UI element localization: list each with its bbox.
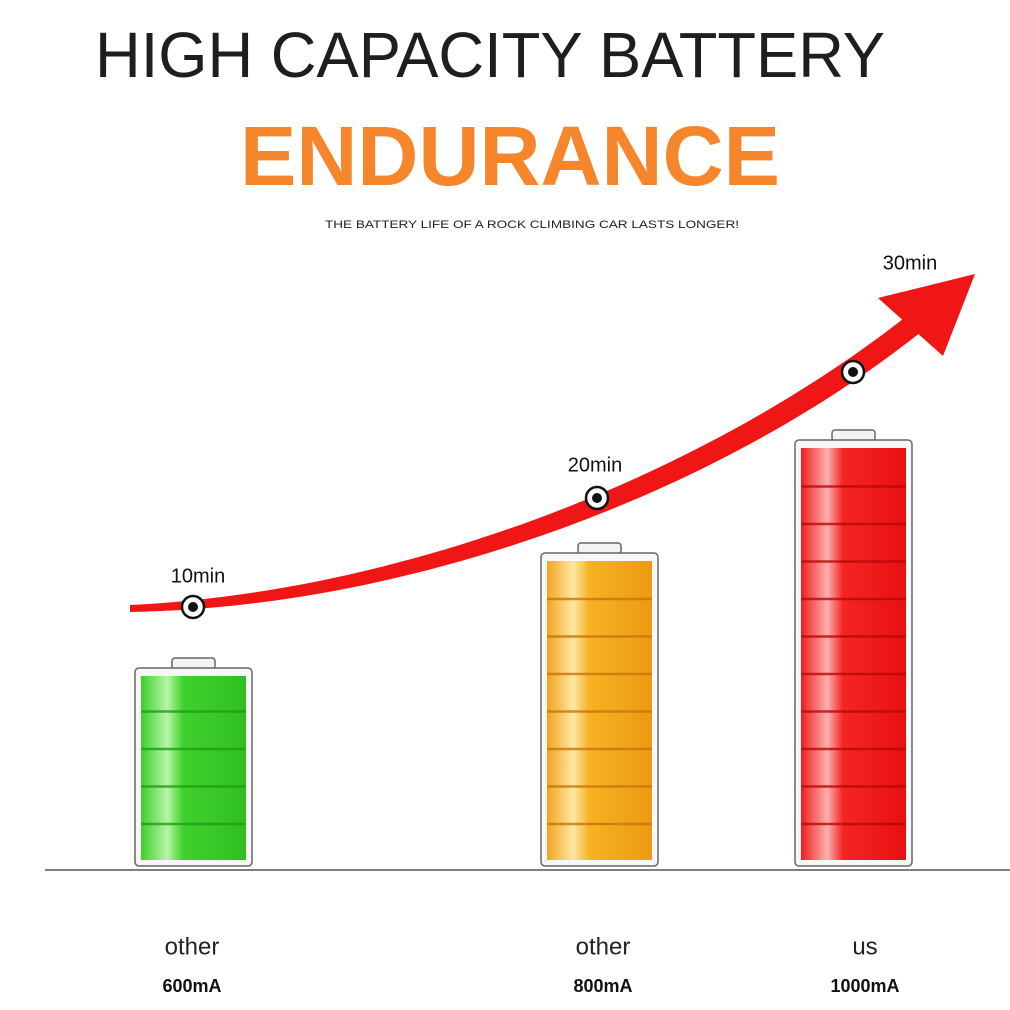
battery-label: other	[165, 933, 220, 960]
capacity-label: 1000mA	[830, 976, 899, 996]
battery-fill	[801, 448, 906, 860]
capacity-label: 800mA	[573, 976, 632, 996]
title: HIGH CAPACITY BATTERY	[95, 19, 885, 91]
headline: ENDURANCE	[240, 109, 780, 203]
arrow-head	[878, 274, 975, 356]
milestone-dot-center	[592, 493, 602, 503]
batteries	[134, 429, 913, 867]
capacity-label: 600mA	[162, 976, 221, 996]
milestone-dot-center	[188, 602, 198, 612]
runtime-label: 20min	[568, 454, 622, 476]
runtime-label: 30min	[883, 252, 937, 274]
battery-label: us	[852, 933, 877, 960]
runtime-label: 10min	[171, 565, 225, 587]
battery-label: other	[576, 933, 631, 960]
milestone-dot-center	[848, 367, 858, 377]
subtitle: THE BATTERY LIFE OF A ROCK CLIMBING CAR …	[325, 219, 739, 231]
battery-fill	[141, 676, 246, 860]
